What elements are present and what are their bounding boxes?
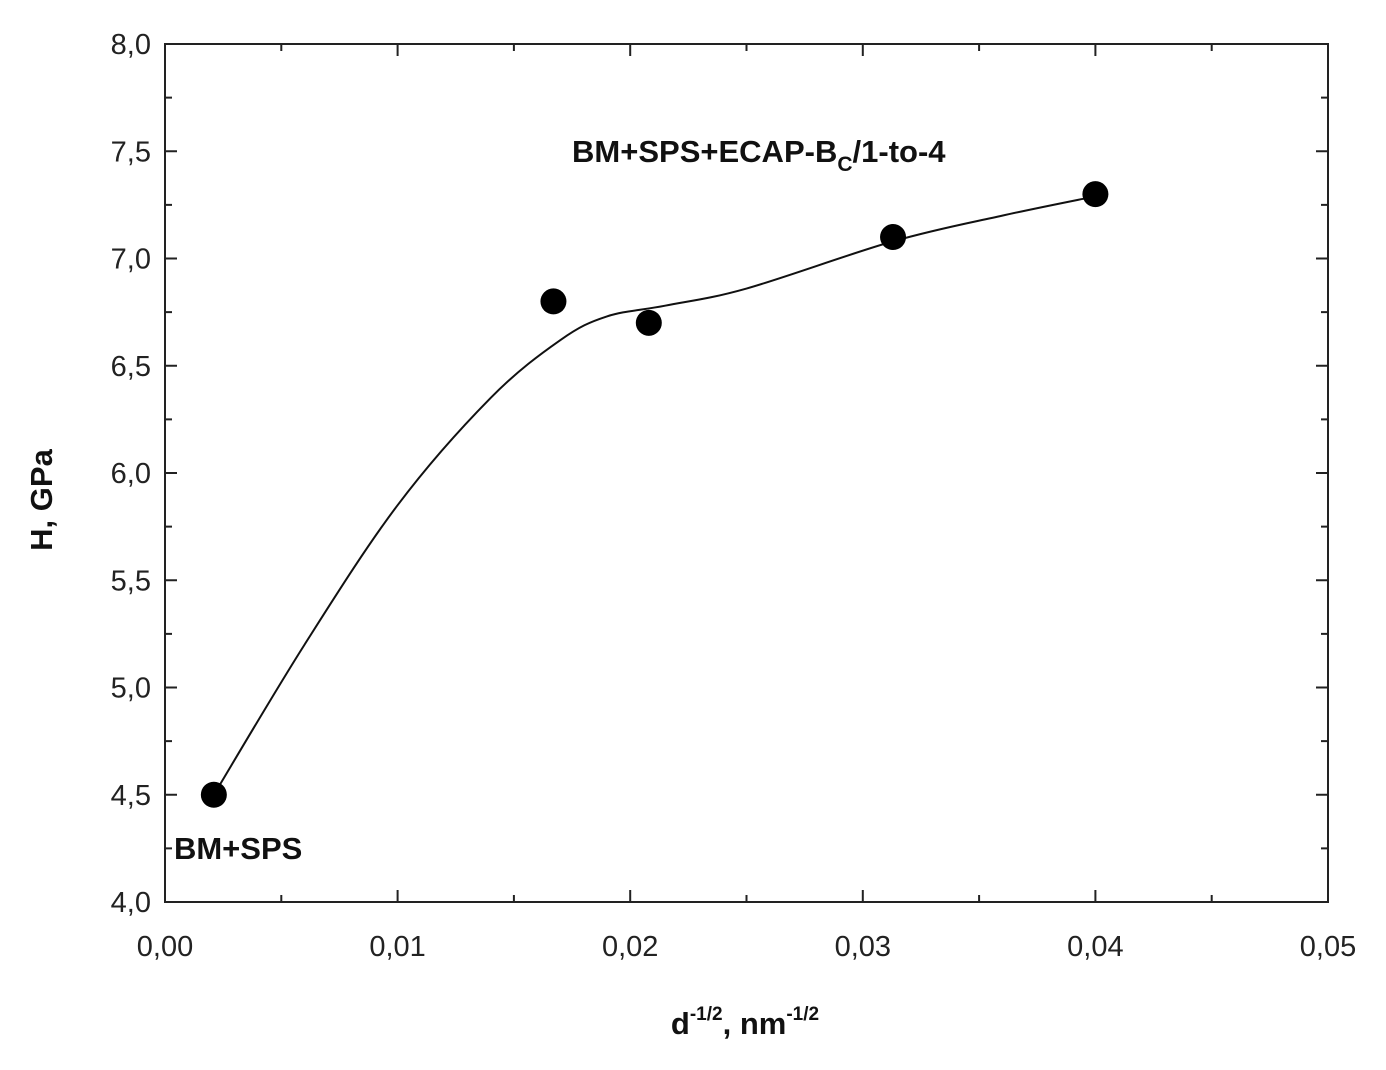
y-tick-label-0: 4,0: [111, 887, 151, 919]
data-point-1: [540, 288, 567, 315]
y-axis-label: H, GPa: [24, 448, 59, 550]
x-tick-label-3: 0,03: [835, 931, 891, 963]
y-tick-label-4: 6,0: [111, 458, 151, 490]
data-points: [200, 181, 1109, 808]
axis-tick-labels: 0,00 0,01 0,02 0,03 0,04 0,05 4,0 4,5 5,0 5,5 6,0 6…: [111, 29, 1357, 963]
y-tick-label-6: 7,0: [111, 244, 151, 276]
y-tick-label-7: 7,5: [111, 136, 151, 168]
fit-curve: [212, 195, 1096, 796]
data-point-2: [635, 309, 662, 336]
data-point-3: [880, 224, 907, 251]
x-tick-label-5: 0,05: [1300, 931, 1356, 963]
y-tick-label-3: 5,5: [111, 565, 151, 597]
data-point-4: [1082, 181, 1109, 208]
x-tick-label-4: 0,04: [1067, 931, 1123, 963]
annotation-bm-sps: BM+SPS: [174, 831, 302, 866]
y-tick-label-2: 5,0: [111, 673, 151, 705]
axis-ticks: [164, 43, 1329, 903]
x-tick-label-0: 0,00: [137, 931, 193, 963]
y-tick-label-5: 6,5: [111, 351, 151, 383]
x-tick-label-2: 0,02: [602, 931, 658, 963]
data-point-0: [200, 781, 227, 808]
plot-frame: [164, 43, 1329, 903]
annotation-ecap: BM+SPS+ECAP-BC/1-to-4: [572, 134, 946, 176]
x-axis-label: d-1/2, nm-1/2: [671, 1004, 819, 1041]
y-tick-label-1: 4,5: [111, 780, 151, 812]
y-tick-label-8: 8,0: [111, 29, 151, 61]
x-tick-label-1: 0,01: [369, 931, 425, 963]
